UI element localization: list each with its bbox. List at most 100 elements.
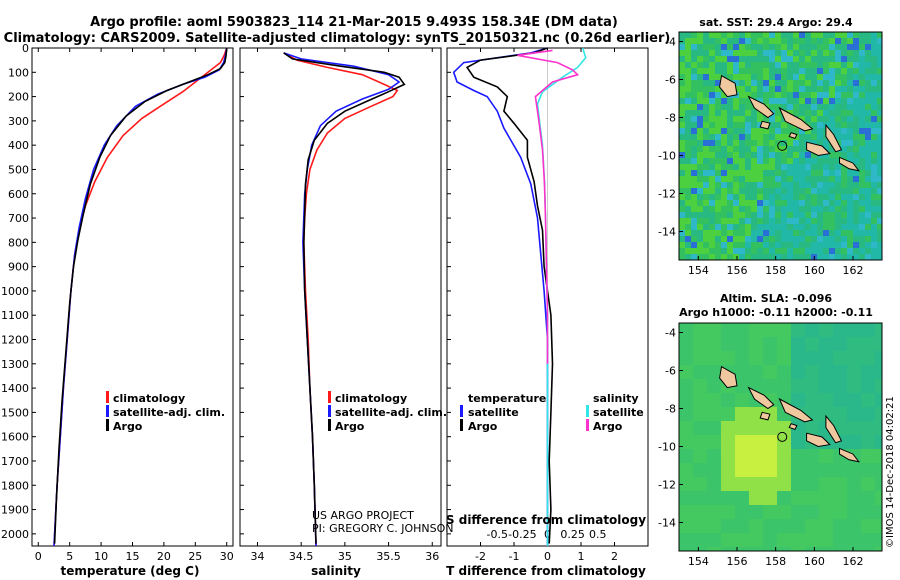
temp-diff-xlabel: T difference from climatology xyxy=(446,564,646,578)
map-cell xyxy=(835,86,841,92)
map-y-tick-label: -6 xyxy=(665,365,676,378)
map-cell xyxy=(745,194,751,200)
map-cell xyxy=(835,170,841,176)
map-cell xyxy=(721,152,727,158)
map-cell xyxy=(745,200,751,206)
map-cell xyxy=(757,224,763,230)
map-cell xyxy=(835,200,841,206)
map-cell xyxy=(829,50,835,56)
map-cell xyxy=(697,200,703,206)
map-cell xyxy=(829,68,835,74)
map-cell xyxy=(727,32,733,38)
map-cell xyxy=(707,393,721,407)
map-cell xyxy=(817,56,823,62)
map-cell xyxy=(685,206,691,212)
map-cell xyxy=(835,32,841,38)
map-cell xyxy=(875,337,882,351)
map-cell xyxy=(751,230,757,236)
map-cell xyxy=(721,212,727,218)
map-cell xyxy=(787,230,793,236)
map-cell xyxy=(685,140,691,146)
map-cell xyxy=(805,351,819,365)
map-cell xyxy=(841,206,847,212)
map-cell xyxy=(853,152,859,158)
map-cell xyxy=(707,379,721,393)
map-cell xyxy=(865,248,871,254)
map-cell xyxy=(775,212,781,218)
map-cell xyxy=(823,218,829,224)
map-cell xyxy=(769,44,775,50)
depth-tick-label: 800 xyxy=(8,236,29,249)
map-cell xyxy=(739,212,745,218)
map-cell xyxy=(721,323,735,337)
map-cell xyxy=(875,421,882,435)
map-cell xyxy=(715,224,721,230)
map-cell xyxy=(787,248,793,254)
map-cell xyxy=(775,98,781,104)
map-cell xyxy=(791,351,805,365)
map-cell xyxy=(865,242,871,248)
map-cell xyxy=(829,44,835,50)
map-cell xyxy=(793,152,799,158)
map-cell xyxy=(697,104,703,110)
map-cell xyxy=(709,146,715,152)
map-cell xyxy=(757,128,763,134)
map-cell xyxy=(817,110,823,116)
map-cell xyxy=(697,32,703,38)
map-cell xyxy=(805,505,819,519)
map-cell xyxy=(787,218,793,224)
map-cell xyxy=(787,176,793,182)
legend-swatch-climatology xyxy=(328,391,331,403)
map-cell xyxy=(697,236,703,242)
map-cell xyxy=(697,56,703,62)
island xyxy=(778,106,814,132)
map-cell xyxy=(817,248,823,254)
map-cell xyxy=(679,477,693,491)
map-cell xyxy=(847,56,853,62)
map-cell xyxy=(835,164,841,170)
temperature-plot-frame xyxy=(31,47,234,547)
map-cell xyxy=(763,533,777,547)
map-cell xyxy=(877,194,882,200)
map-cell xyxy=(709,62,715,68)
map-cell xyxy=(829,224,835,230)
map-cell xyxy=(841,32,847,38)
map-cell xyxy=(861,379,875,393)
map-cell xyxy=(823,236,829,242)
map-cell xyxy=(859,122,865,128)
map-cell xyxy=(823,116,829,122)
map-cell xyxy=(781,248,787,254)
map-cell xyxy=(733,254,739,260)
map-cell xyxy=(793,128,799,134)
map-cell xyxy=(877,74,882,80)
map-cell xyxy=(749,407,763,421)
map-cell xyxy=(721,547,735,551)
map-cell xyxy=(859,236,865,242)
legend-swatch-satellite xyxy=(106,405,109,417)
map-cell xyxy=(835,122,841,128)
map-cell xyxy=(835,104,841,110)
map-cell xyxy=(691,224,697,230)
map-cell xyxy=(709,68,715,74)
map-cell xyxy=(751,176,757,182)
map-cell xyxy=(823,212,829,218)
map-cell xyxy=(757,92,763,98)
map-cell xyxy=(757,194,763,200)
map-cell xyxy=(697,182,703,188)
map-cell xyxy=(817,32,823,38)
map-cell xyxy=(853,98,859,104)
map-cell xyxy=(841,128,847,134)
map-cell xyxy=(757,32,763,38)
map-cell xyxy=(847,365,861,379)
map-cell xyxy=(697,134,703,140)
map-cell xyxy=(791,323,805,337)
map-cell xyxy=(769,152,775,158)
map-cell xyxy=(805,68,811,74)
map-cell xyxy=(709,194,715,200)
map-cell xyxy=(679,128,685,134)
map-cell xyxy=(811,242,817,248)
map-cell xyxy=(781,104,787,110)
map-cell xyxy=(805,158,811,164)
map-cell xyxy=(763,547,777,551)
map-cell xyxy=(817,230,823,236)
